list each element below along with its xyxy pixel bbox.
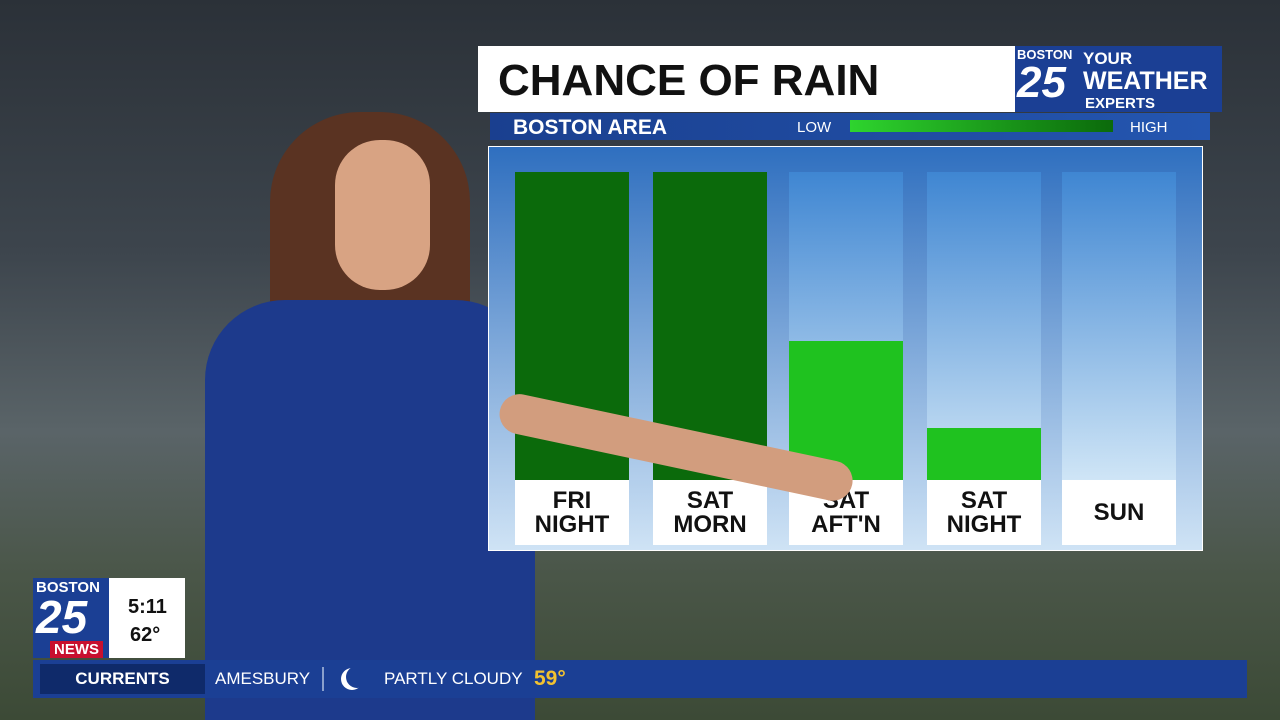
chart-title: CHANCE OF RAIN <box>498 56 880 105</box>
ticker-label: CURRENTS <box>40 664 205 694</box>
legend-high: HIGH <box>1130 119 1168 136</box>
column: FRI NIGHT <box>515 172 629 545</box>
logo <box>1015 46 1222 112</box>
bug-top: BOSTON <box>36 579 100 596</box>
column: SAT AFT'N <box>789 172 903 545</box>
logo-line1: YOUR <box>1083 49 1133 68</box>
ticker-condition: PARTLY CLOUDY <box>384 669 523 688</box>
legend-low: LOW <box>797 119 832 136</box>
logo-number: 25 <box>1017 58 1066 107</box>
column: SAT MORN <box>653 172 767 545</box>
category-label: SAT NIGHT <box>927 480 1041 545</box>
legend-scale <box>850 120 1113 132</box>
bug-number: 25 <box>36 591 88 643</box>
logo-line2: WEATHER <box>1083 67 1208 95</box>
presenter-face <box>335 140 430 290</box>
logo-line3: EXPERTS <box>1085 95 1156 112</box>
bug-temp: 62° <box>130 624 161 646</box>
bug-info <box>109 578 185 658</box>
bar <box>927 427 1041 480</box>
column-background <box>1062 172 1176 480</box>
presenter-dress <box>205 300 535 720</box>
logo-top: BOSTON <box>1017 47 1073 62</box>
ticker-location: AMESBURY <box>215 669 311 688</box>
bug-time: 5:11 <box>128 596 167 618</box>
column: SUN <box>1062 172 1176 545</box>
moon-icon <box>346 666 368 688</box>
ticker-divider <box>322 667 324 691</box>
category-label: SUN <box>1062 480 1176 545</box>
category-label: SAT MORN <box>653 480 767 545</box>
column: SAT NIGHT <box>927 172 1041 545</box>
ticker-temp: 59° <box>534 667 566 690</box>
bug-bottom: NEWS <box>50 641 103 658</box>
category-label: FRI NIGHT <box>515 480 629 545</box>
ticker <box>33 660 1247 698</box>
chart-subtitle: BOSTON AREA <box>513 116 668 139</box>
